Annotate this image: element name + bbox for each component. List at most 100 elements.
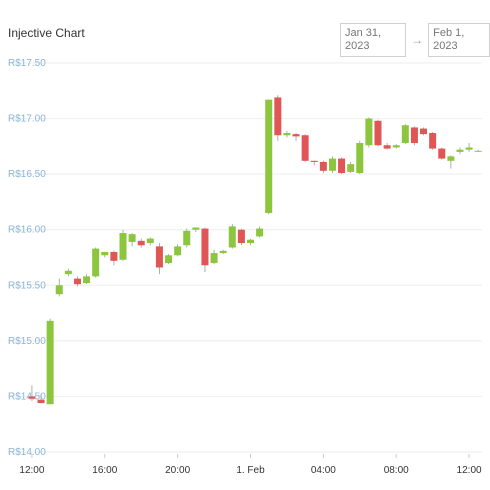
- x-tick-label: 04:00: [311, 465, 336, 476]
- candle: [456, 147, 464, 155]
- candle: [265, 99, 273, 215]
- candle-body: [137, 240, 145, 246]
- candle-body: [265, 99, 273, 214]
- date-to-input[interactable]: Feb 1, 2023: [428, 23, 490, 57]
- candle: [101, 251, 109, 258]
- candle-body: [28, 396, 36, 399]
- candle: [64, 268, 72, 277]
- candle-body: [420, 128, 428, 135]
- y-tick-label: R$17.00: [8, 114, 46, 125]
- candle-body: [201, 228, 209, 266]
- x-tick-label: 16:00: [92, 465, 117, 476]
- candle-body: [101, 251, 109, 256]
- candle-body: [283, 133, 291, 136]
- candle-body: [447, 156, 455, 161]
- x-tick-label: 12:00: [19, 465, 44, 476]
- candle: [438, 147, 446, 160]
- candle: [219, 249, 227, 255]
- candle-body: [301, 135, 309, 161]
- candle: [292, 133, 300, 141]
- candle: [283, 130, 291, 138]
- candle: [192, 227, 200, 232]
- candle-body: [338, 158, 346, 174]
- y-tick-label: R$15.50: [8, 280, 46, 291]
- candle: [128, 233, 136, 247]
- grid-lines: [8, 62, 482, 453]
- candle-body: [274, 97, 282, 136]
- candle-body: [55, 285, 63, 295]
- candle-body: [328, 158, 336, 171]
- x-tick-label: 12:00: [457, 465, 482, 476]
- candle: [429, 131, 437, 150]
- candle-body: [128, 234, 136, 242]
- candle: [119, 229, 127, 261]
- candle-body: [237, 229, 245, 244]
- date-from-input[interactable]: Jan 31, 2023: [340, 23, 407, 57]
- candle-body: [456, 149, 464, 152]
- y-tick-label: R$15.00: [8, 336, 46, 347]
- candle: [392, 144, 400, 149]
- candle: [447, 155, 455, 169]
- candle: [274, 95, 282, 141]
- x-tick-label: 1. Feb: [236, 465, 265, 476]
- candle: [73, 276, 81, 287]
- candle-body: [210, 253, 218, 264]
- candle: [256, 226, 264, 238]
- candle-body: [356, 143, 364, 174]
- candle-body: [165, 255, 173, 264]
- candle: [46, 318, 54, 405]
- candle-body: [146, 238, 154, 244]
- candle: [365, 117, 373, 148]
- candle: [28, 385, 36, 401]
- candle: [338, 157, 346, 175]
- candle: [410, 126, 418, 146]
- candle: [155, 243, 163, 275]
- candle: [110, 250, 118, 266]
- candle-body: [83, 276, 91, 284]
- y-tick-label: R$16.00: [8, 225, 46, 236]
- candle: [328, 156, 336, 174]
- candle: [165, 254, 173, 265]
- y-tick-label: R$17.50: [8, 58, 46, 69]
- candle-body: [365, 118, 373, 146]
- candle-body: [429, 133, 437, 149]
- candle: [210, 249, 218, 265]
- candle-body: [247, 239, 254, 244]
- candle-body: [474, 150, 482, 152]
- candle: [37, 394, 45, 404]
- x-tick-label: 20:00: [165, 465, 190, 476]
- candle: [146, 237, 154, 246]
- candle-body: [219, 250, 227, 254]
- x-axis-labels: 12:00 16:00 20:00 1. Feb 04:00 08:00 12:00: [19, 454, 482, 476]
- candle-body: [64, 270, 72, 275]
- candle: [228, 224, 236, 249]
- candle-body: [92, 248, 100, 277]
- candle-body: [374, 120, 382, 146]
- candle-body: [155, 246, 163, 268]
- x-tick-label: 08:00: [384, 465, 409, 476]
- candle-body: [192, 227, 200, 230]
- candle-body: [392, 145, 400, 148]
- candle: [420, 127, 428, 136]
- candle: [92, 247, 100, 278]
- candle: [301, 134, 309, 162]
- candle-body: [401, 125, 409, 144]
- candle-body: [119, 233, 127, 260]
- candle: [356, 140, 364, 175]
- arrow-right-icon: →: [411, 33, 424, 47]
- candle-body: [292, 134, 300, 137]
- candle: [374, 119, 382, 147]
- candle: [137, 238, 145, 248]
- candle-body: [46, 320, 54, 405]
- candle: [247, 238, 254, 246]
- candle-body: [438, 148, 446, 159]
- candle: [55, 278, 63, 297]
- candle-body: [183, 230, 191, 246]
- candle-body: [465, 147, 473, 150]
- y-tick-label: R$14.00: [8, 447, 46, 458]
- candle-body: [37, 399, 45, 404]
- candle-body: [310, 160, 318, 162]
- candle-body: [73, 278, 81, 285]
- y-axis-labels: R$17.50 R$17.00 R$16.50 R$16.00 R$15.50 R$15.…: [8, 58, 46, 458]
